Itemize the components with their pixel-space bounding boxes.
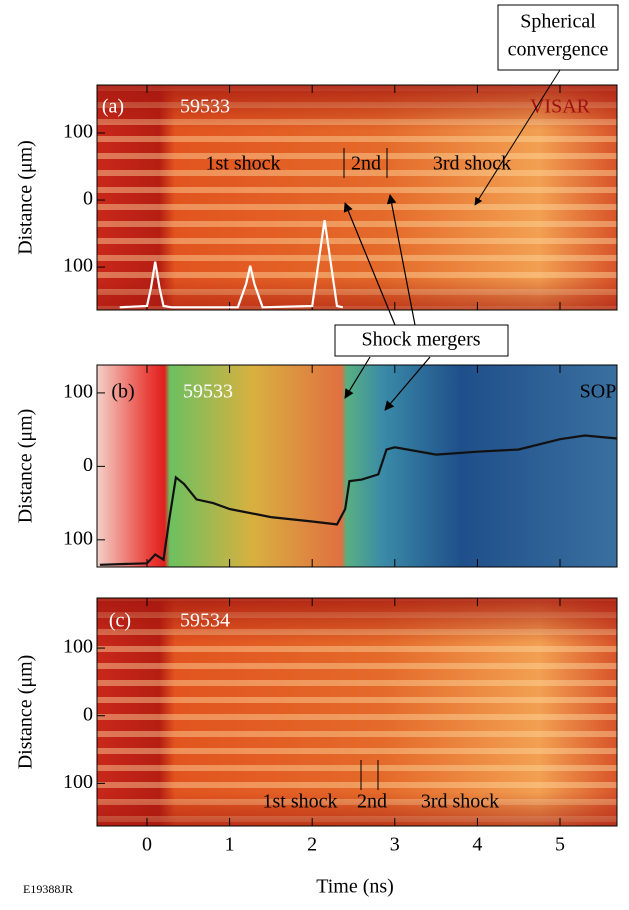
x-tick-label: 4 (472, 834, 482, 856)
panel-label: (c) (109, 610, 131, 632)
y-tick-label: 0 (83, 703, 93, 725)
y-tick-label: 100 (63, 636, 93, 658)
arrow (384, 356, 431, 411)
y-tick-label: 0 (83, 454, 93, 476)
shot-number: 59534 (180, 610, 230, 632)
x-tick-label: 5 (555, 834, 565, 856)
annotation: 3rd shock (421, 791, 499, 813)
y-tick-label: 100 (63, 121, 93, 143)
y-axis-label: Distance (μm) (15, 140, 37, 255)
y-tick-label: 100 (63, 381, 93, 403)
x-axis-label: Time (ns) (316, 876, 394, 898)
y-tick-label: 100 (63, 771, 93, 793)
callout: Spherical (520, 11, 596, 33)
arrow (343, 202, 396, 326)
figure-code: E19388JR (23, 882, 73, 896)
x-tick-label: 0 (142, 834, 152, 856)
callout-box (497, 4, 619, 71)
shade (97, 85, 617, 310)
arrow (386, 194, 416, 326)
panel-label: (a) (102, 96, 124, 118)
y-axis-label: Distance (μm) (15, 655, 37, 770)
annotation: 2nd (351, 153, 381, 175)
shade (97, 598, 617, 826)
x-tick-label: 3 (390, 834, 400, 856)
callout: convergence (508, 39, 609, 61)
trace (99, 434, 618, 566)
plot-frame (96, 597, 618, 827)
y-tick-label: 0 (83, 188, 93, 210)
trace (119, 220, 344, 309)
shot-number: 59533 (180, 96, 230, 118)
x-tick-label: 1 (225, 834, 235, 856)
diagnostic: VISAR (530, 96, 591, 118)
streak-image (97, 365, 617, 567)
x-tick-label: 2 (307, 834, 317, 856)
arrow (344, 356, 371, 399)
y-axis-label: Distance (μm) (15, 409, 37, 524)
callout: Shock mergers (361, 329, 480, 351)
callout-box (334, 324, 509, 357)
annotation: 3rd shock (433, 153, 511, 175)
arrow (474, 69, 561, 206)
annotation: 1st shock (206, 153, 281, 175)
shot-number: 59533 (183, 381, 233, 403)
y-tick-label: 100 (63, 255, 93, 277)
annotation: 2nd (357, 791, 387, 813)
plot-frame (96, 84, 618, 311)
y-tick-label: 100 (63, 527, 93, 549)
panel-label: (b) (111, 381, 134, 403)
diagnostic: SOP (580, 381, 617, 403)
annotation: 1st shock (263, 791, 338, 813)
